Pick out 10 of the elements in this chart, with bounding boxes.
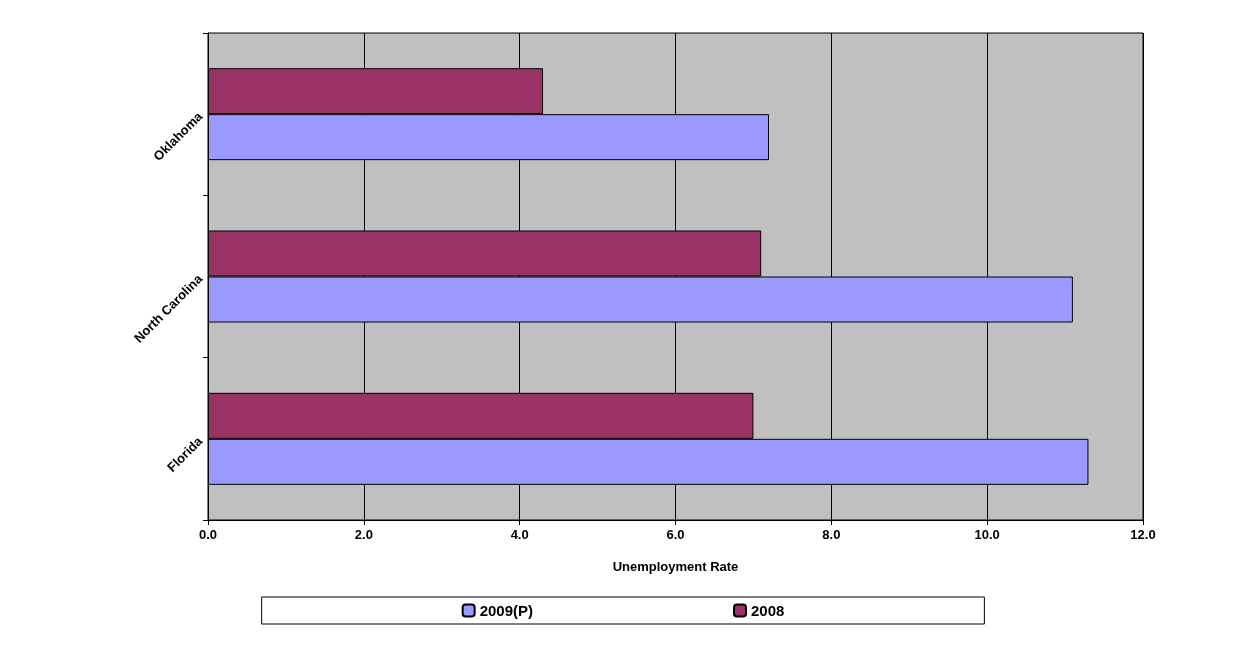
x-tick-label: 2.0 <box>354 527 373 542</box>
x-tick-label: 10.0 <box>974 527 1000 542</box>
x-tick-label: 4.0 <box>510 527 529 542</box>
x-tick-label: 12.0 <box>1130 527 1156 542</box>
legend-label: 2008 <box>751 602 785 619</box>
x-axis-title: Unemployment Rate <box>612 559 739 574</box>
x-tick-label: 6.0 <box>666 527 685 542</box>
x-tick-label: 8.0 <box>822 527 841 542</box>
legend-label: 2009(P) <box>479 602 534 619</box>
x-tick-label: 0.0 <box>198 527 218 542</box>
